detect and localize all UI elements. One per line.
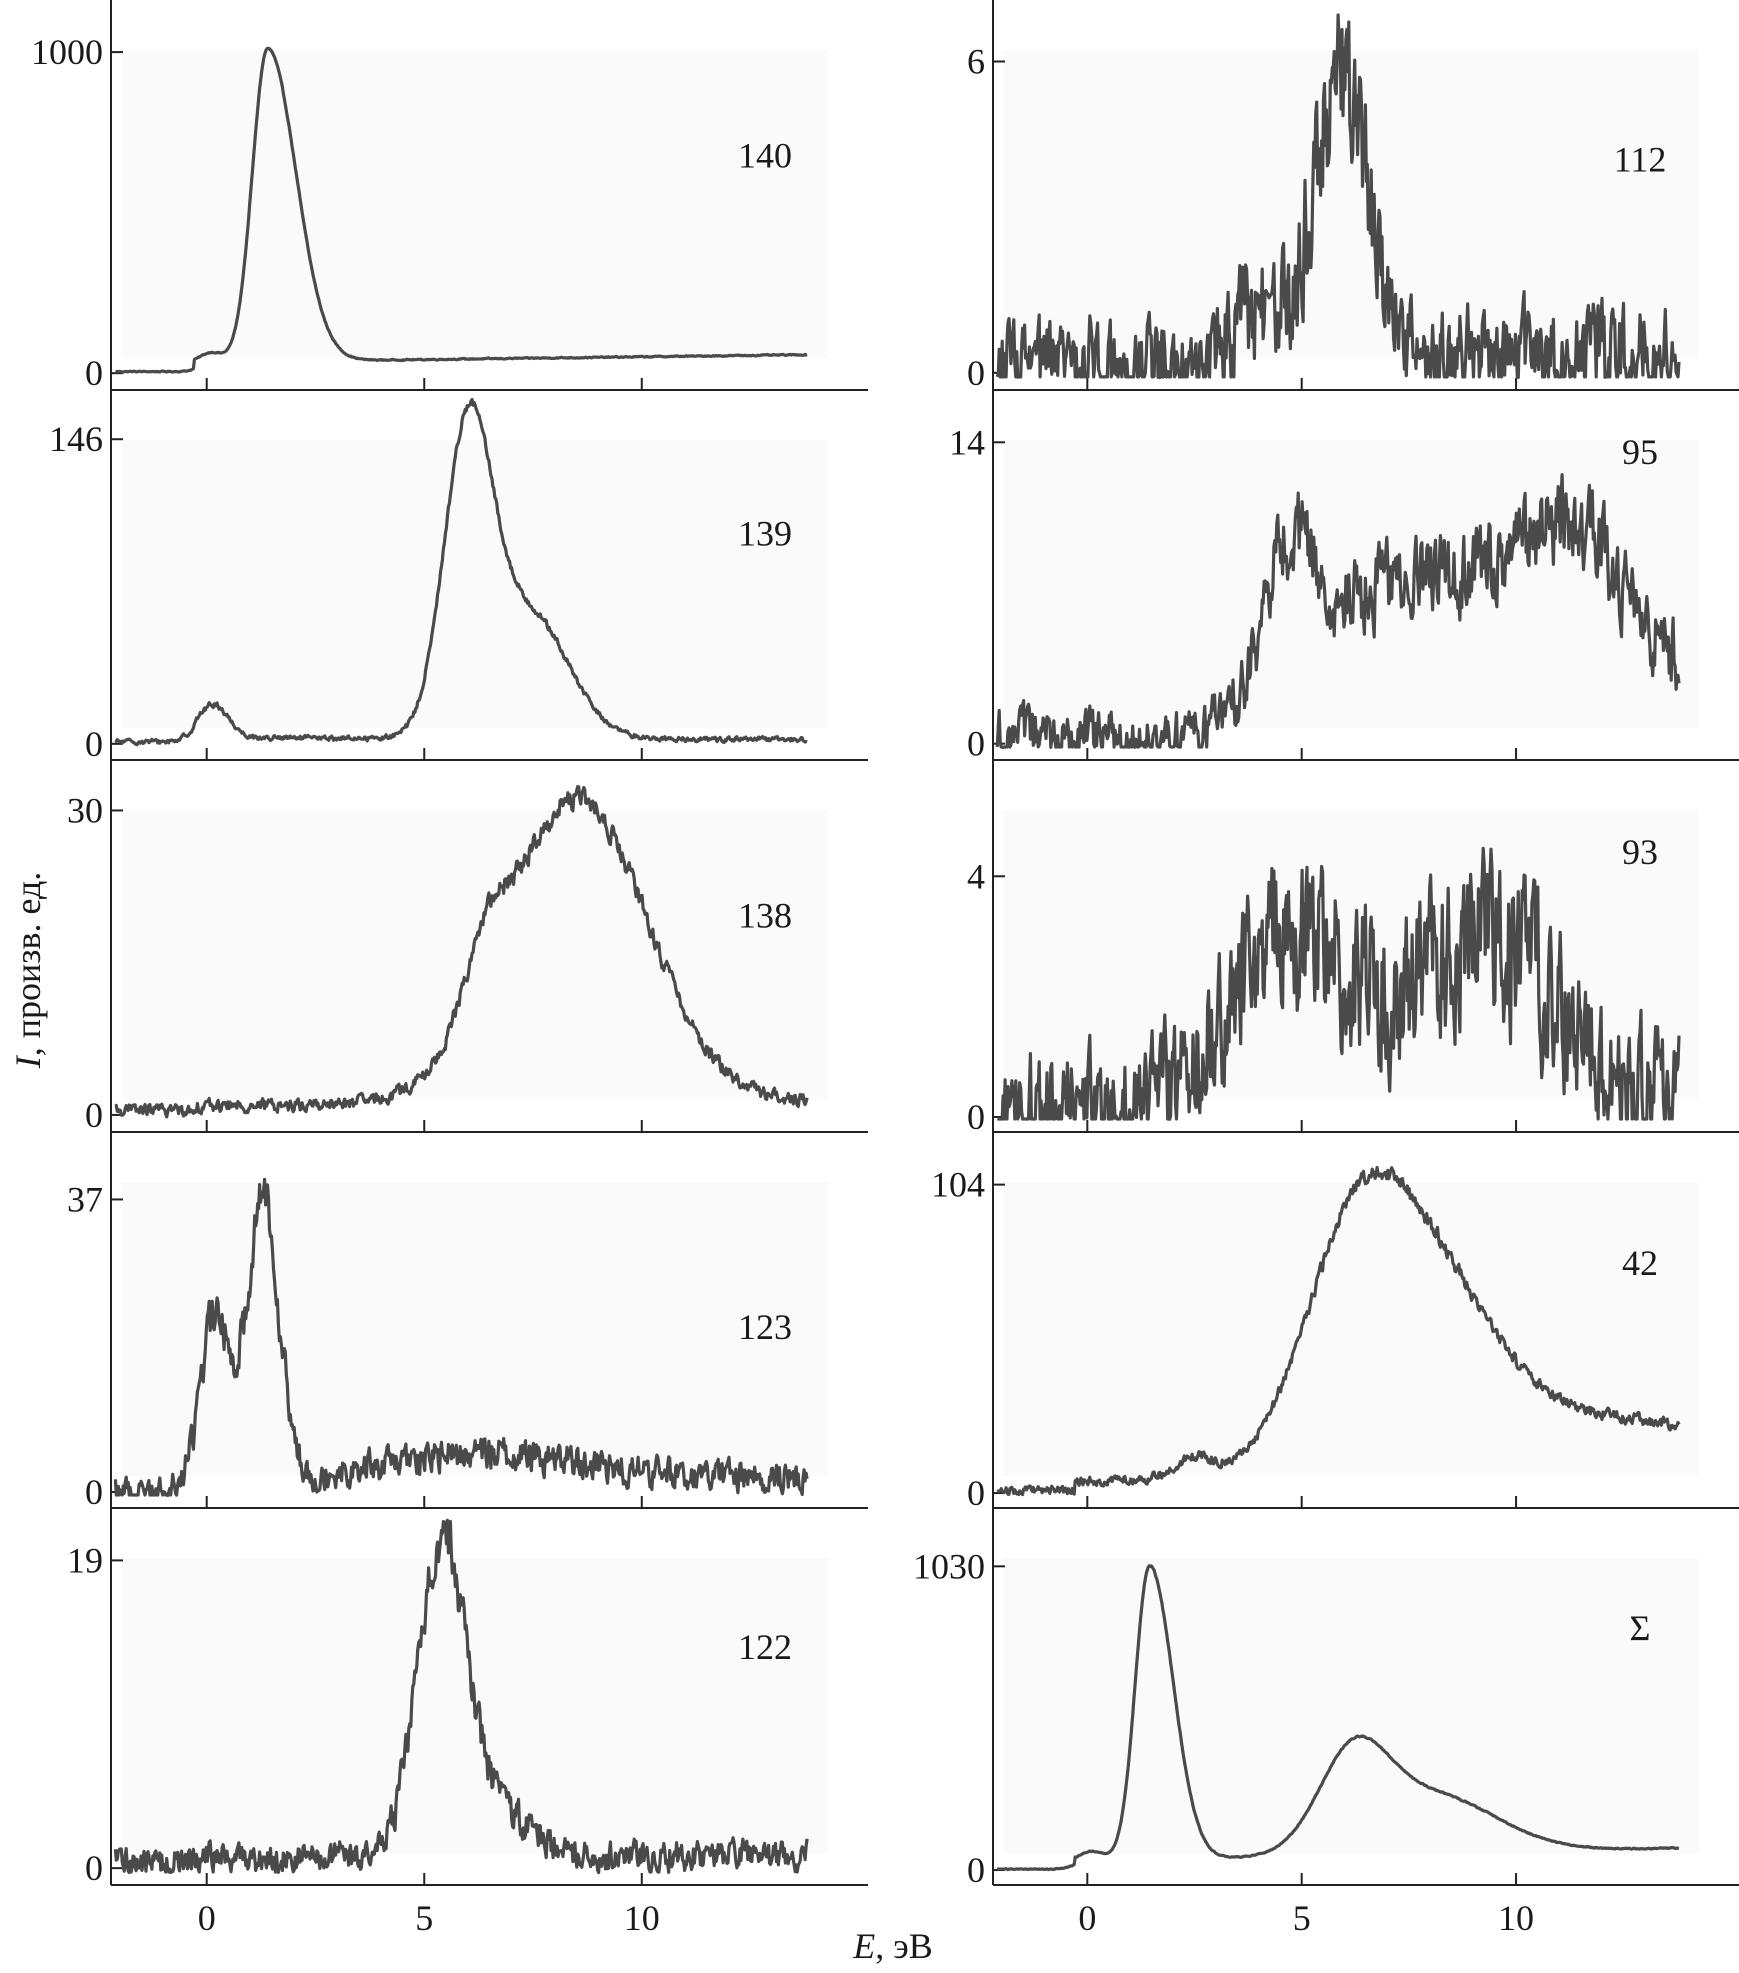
panel-138-spectrum-line [114,784,809,1119]
panel-140-ytick-label: 0 [85,353,103,393]
panel-140-spectrum-line [114,46,808,374]
panel-112-spectrum-line [995,13,1681,380]
panel-42: 0 104 42 [931,1132,1739,1513]
panel-140-ytick-label: 1000 [31,32,103,72]
panel-95-ytick-label: 0 [967,724,985,764]
panel-140-label: 140 [738,136,792,176]
panel-139: 0 146 139 [49,390,868,764]
panel-95-spectrum-line [995,473,1681,750]
panel-sum-spectrum-line [996,1564,1680,1872]
panel-42-spectrum-line [996,1165,1681,1497]
y-axis-title-unit: , произв. ед. [8,872,48,1057]
panel-122-xtick-label: 0 [198,1898,216,1938]
panel-139-spectrum-line [114,398,808,747]
panel-139-ytick-label: 0 [85,724,103,764]
panel-sum-xtick-label: 10 [1498,1898,1534,1938]
panel-122-ytick-label: 0 [85,1848,103,1888]
panel-95-ytick-label: 14 [949,422,985,462]
panel-138: 0 30 138 [67,760,868,1135]
panel-95-label: 95 [1622,432,1658,472]
panel-122-ytick-label: 19 [67,1540,103,1580]
panel-42-label: 42 [1622,1243,1658,1283]
panel-112: 0 6 112 [967,0,1739,393]
panel-139-ytick-label: 146 [49,419,103,459]
panel-42-ytick-label: 104 [931,1165,985,1205]
panel-123: 0 37 123 [67,1132,868,1512]
panel-122-label: 122 [738,1627,792,1667]
panel-138-ytick-label: 30 [67,790,103,830]
panel-sum-ytick-label: 1030 [913,1546,985,1586]
panel-123-spectrum-line [113,1177,809,1498]
panel-138-ytick-label: 0 [85,1095,103,1135]
panel-140-background [121,50,828,358]
panel-42-background [1003,1182,1699,1476]
panel-140: 0 1000 140 [31,0,868,393]
panel-93-ytick-label: 4 [967,856,985,896]
panel-112-label: 112 [1614,140,1667,180]
panel-93-spectrum-line [996,846,1681,1121]
x-axis-title: E, эВ [852,1926,932,1966]
y-axis-title: I, произв. ед. [8,872,48,1070]
panel-122-xtick-label: 10 [624,1898,660,1938]
panel-122-xtick-label: 5 [415,1898,433,1938]
panel-sum-label: Σ [1630,1608,1651,1648]
panel-122-spectrum-line [113,1518,809,1875]
panel-sum-xtick-label: 5 [1293,1898,1311,1938]
panel-139-background [121,440,828,728]
panel-122: 0 19 122 0 5 10 [67,1508,868,1938]
x-axis-title-unit: , эВ [875,1926,932,1966]
panel-123-ytick-label: 0 [85,1472,103,1512]
y-axis-title-symbol: I [8,1054,48,1069]
panel-sum: 0 1030 Σ 0 5 10 [913,1508,1739,1938]
panel-93-label: 93 [1622,832,1658,872]
panel-139-label: 139 [738,513,792,553]
panel-112-ytick-label: 0 [967,353,985,393]
panel-138-label: 138 [738,895,792,935]
panel-sum-xtick-label: 0 [1078,1898,1096,1938]
panel-42-ytick-label: 0 [967,1473,985,1513]
panel-95-background [1003,440,1699,728]
panel-sum-ytick-label: 0 [967,1850,985,1890]
panel-93: 0 4 93 [967,760,1739,1137]
panel-sum-background [1003,1558,1699,1853]
panel-93-ytick-label: 0 [967,1097,985,1137]
panel-123-background [121,1182,828,1476]
panel-95: 0 14 95 [949,390,1739,764]
panel-123-ytick-label: 37 [67,1179,103,1219]
panel-123-label: 123 [738,1307,792,1347]
panel-138-background [121,810,828,1100]
x-axis-title-symbol: E [852,1926,875,1966]
panel-112-ytick-label: 6 [967,42,985,82]
